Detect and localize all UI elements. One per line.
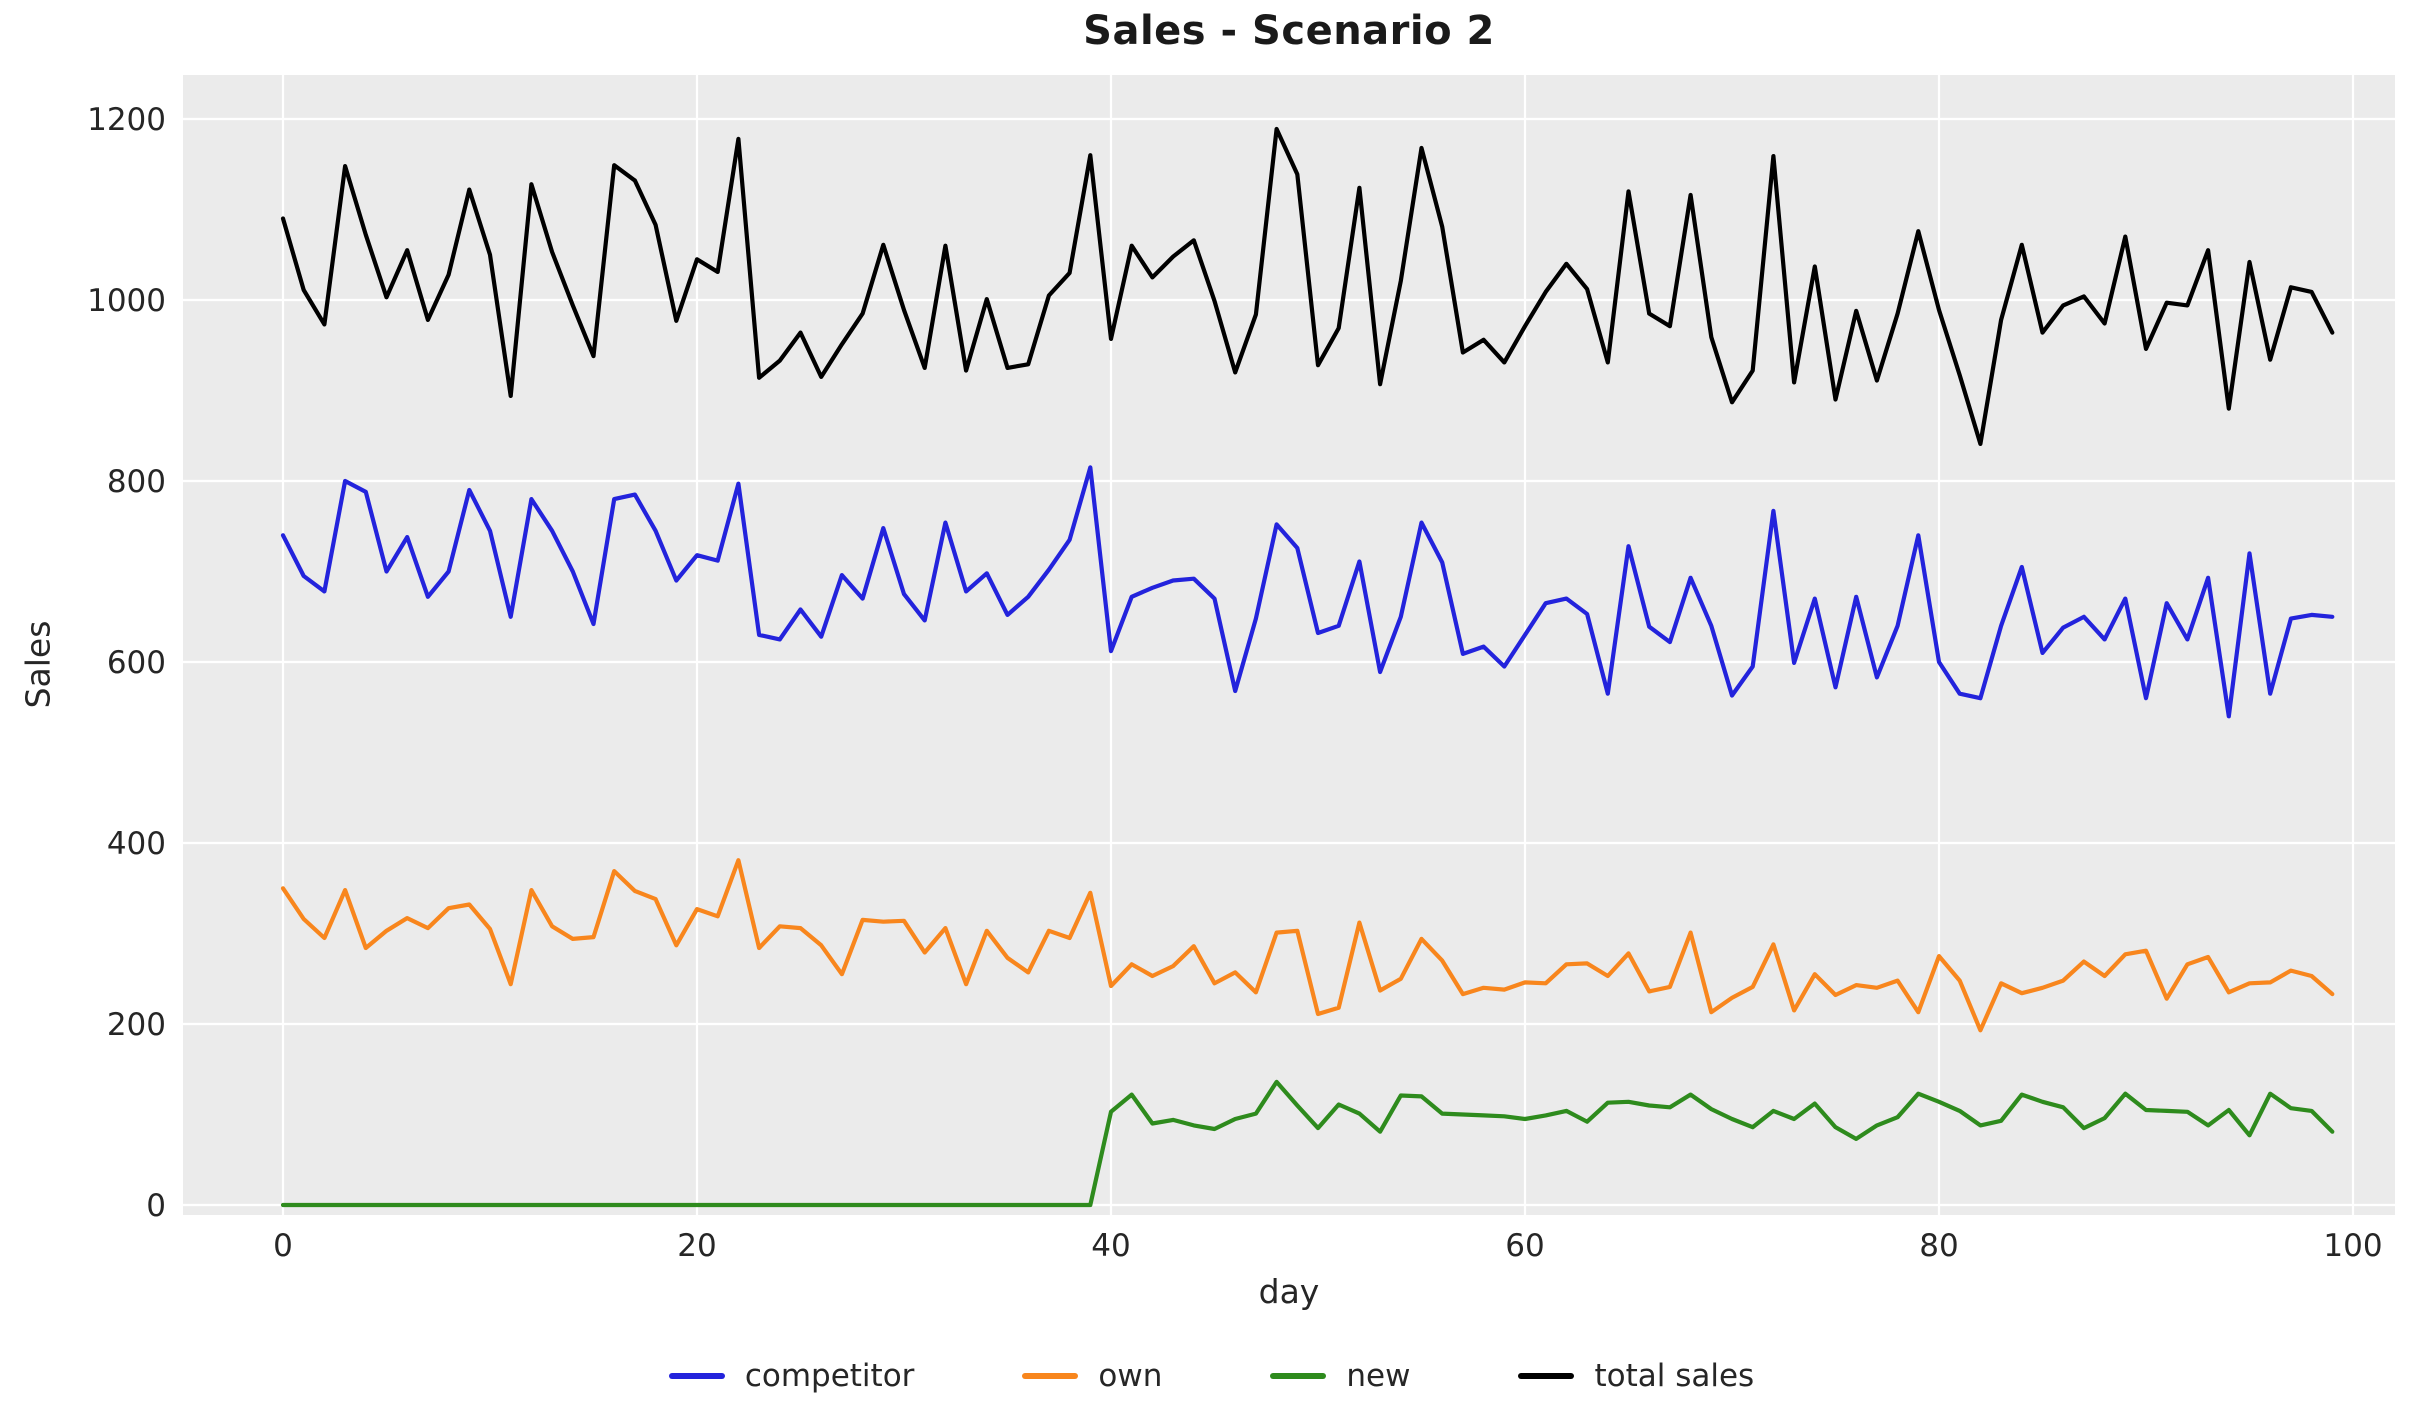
new-line <box>280 1079 2335 1208</box>
legend-item-competitor: competitor <box>668 1357 915 1394</box>
y-tick-label: 600 <box>107 645 166 681</box>
total-sales-line <box>280 126 2335 446</box>
x-tick-label: 100 <box>2323 1228 2382 1264</box>
competitor-line <box>280 465 2335 719</box>
total-sales-line-swatch <box>1518 1373 1575 1379</box>
legend-label-competitor: competitor <box>744 1357 915 1394</box>
x-tick-label: 60 <box>1505 1228 1544 1264</box>
y-tick-label: 1000 <box>87 283 166 319</box>
legend-label-own: own <box>1098 1357 1163 1394</box>
own-line <box>280 858 2335 1033</box>
own-line-swatch <box>1022 1373 1079 1379</box>
x-tick-label: 20 <box>677 1228 716 1264</box>
x-tick-labels: 0 20 40 60 80 100 <box>273 1228 2382 1264</box>
chart-title: Sales - Scenario 2 <box>1083 8 1495 54</box>
legend-item-total-sales: total sales <box>1518 1357 1755 1394</box>
legend-label-total-sales: total sales <box>1594 1357 1755 1394</box>
y-tick-label: 0 <box>146 1188 166 1224</box>
y-tick-label: 400 <box>107 826 166 862</box>
legend: competitor own new total sales <box>0 1345 2423 1407</box>
new-line-swatch <box>1270 1373 1327 1379</box>
legend-item-own: own <box>1022 1357 1163 1394</box>
y-tick-label: 1200 <box>87 102 166 138</box>
plot-area <box>183 75 2395 1215</box>
legend-item-new: new <box>1270 1357 1411 1394</box>
x-tick-label: 40 <box>1091 1228 1130 1264</box>
x-axis-label: day <box>1258 1272 1320 1311</box>
y-tick-label: 200 <box>107 1007 166 1043</box>
y-tick-labels: 0 200 400 600 800 1000 1200 <box>87 102 166 1224</box>
y-axis-label: Sales <box>18 620 58 709</box>
x-tick-label: 0 <box>273 1228 293 1264</box>
x-tick-label: 80 <box>1919 1228 1958 1264</box>
y-tick-label: 800 <box>107 464 166 500</box>
legend-label-new: new <box>1346 1357 1411 1394</box>
competitor-line-swatch <box>668 1373 725 1379</box>
